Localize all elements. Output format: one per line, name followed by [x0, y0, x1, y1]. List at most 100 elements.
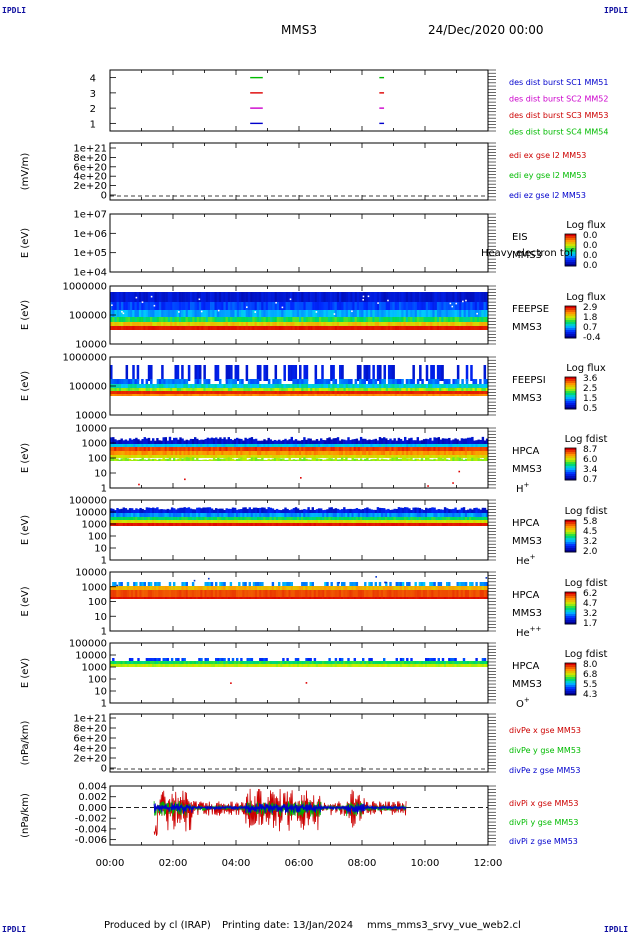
- hpca_h-spectrogram-cell: [160, 447, 163, 451]
- hpca_h-spectrogram-cell: [395, 451, 398, 455]
- hpca_hepp-spectrogram-cell: [227, 586, 230, 590]
- feepse-spectrogram-cell: [421, 310, 424, 317]
- hpca_h-spectrogram-cell: [204, 438, 207, 444]
- hpca_h-spectrogram-cell: [210, 444, 214, 447]
- hpca_he-spectrogram-cell: [429, 513, 432, 517]
- feepsi-spectrogram-cell: [305, 391, 309, 394]
- hpca_he-spectrogram-cell: [479, 517, 482, 520]
- feepsi-spectrogram-cell: [339, 365, 342, 381]
- hpca_hepp-spectrogram: [110, 576, 489, 599]
- feepse-spectrogram-cell: [258, 322, 262, 326]
- feepse-spectrogram-cell: [436, 326, 440, 330]
- hpca_he-spectrogram-cell: [236, 517, 239, 520]
- hpca_hepp-spectrogram-cell: [311, 590, 314, 597]
- hpca_h-spectrogram-cell: [244, 447, 247, 451]
- feepse-spectrogram-cell: [141, 322, 144, 326]
- hpca_h-spectrogram-cell: [334, 444, 338, 447]
- hpca_he-spectrogram-cell: [328, 513, 331, 517]
- feepse-ytick-label: 10000: [75, 340, 107, 351]
- feepse-spectrogram-cell: [201, 292, 204, 302]
- feepse-spectrogram-cell: [341, 326, 344, 330]
- hpca_hepp-spectrogram-cell: [332, 590, 335, 597]
- hpca_h-spectrogram-cell: [288, 447, 291, 451]
- hpca_he-spectrogram-cell: [261, 507, 264, 513]
- feepse-spectrogram-cell: [305, 302, 309, 310]
- feepse-spectrogram-cell: [158, 302, 162, 310]
- hpca_hepp-spectrogram-cell: [206, 582, 209, 586]
- hpca_he-spectrogram-cell: [355, 520, 359, 523]
- hpca_he-spectrogram-cell: [242, 517, 245, 520]
- hpca_hepp-spectrogram-cell: [114, 586, 117, 590]
- feepse-spectrogram-cell: [367, 326, 371, 330]
- hpca_hepp-spectrogram-cell: [185, 586, 188, 590]
- hpca_hepp-spectrogram-cell: [248, 582, 251, 586]
- feepse-spectrogram-cell: [178, 302, 182, 310]
- feepse-spectrogram-cell: [483, 302, 487, 310]
- edi-legend-entry: edi ez gse l2 MM53: [509, 191, 586, 200]
- hpca_h-spectrogram-cell: [347, 447, 350, 451]
- feepse-spectrogram-cell: [134, 302, 137, 310]
- feepse-spectrogram-cell: [361, 310, 364, 317]
- hpca_hepp-spectrogram-cell: [315, 590, 319, 597]
- feepsi-spectrogram-cell: [447, 388, 451, 391]
- feepsi-spectrogram-cell: [312, 384, 315, 388]
- hpca_h-spectrogram-cell: [282, 455, 285, 458]
- hpca_he-spectrogram-cell: [250, 513, 254, 517]
- hpca_h-spectrogram-cell: [443, 455, 447, 458]
- hpca_h-spectrogram-cell: [450, 440, 453, 444]
- feepsi-spectrogram-cell: [121, 384, 124, 388]
- feepse-spectrogram-cell: [154, 322, 157, 326]
- feepse-spectrogram-cell: [134, 322, 137, 326]
- hpca_h-colorbar-cell: [565, 470, 576, 473]
- hpca_hepp-spectrogram-cell: [164, 586, 167, 590]
- feepsi-spectrogram-cell: [272, 379, 275, 385]
- feepse-spectrogram-cell: [321, 326, 324, 330]
- feepse-spectrogram-cell: [281, 326, 284, 330]
- feepse-spectrogram-cell: [365, 310, 369, 317]
- hpca_h-spectrogram-cell: [435, 444, 438, 447]
- feepse-spectrogram-cell: [252, 310, 255, 317]
- feepse-spectrogram-cell: [463, 326, 467, 330]
- hpca_he-spectrogram-cell: [380, 513, 384, 517]
- hpca_he-spectrogram-cell: [166, 508, 170, 513]
- hpca_h-spectrogram-cell: [439, 444, 443, 447]
- hpca_h-spectrogram-cell: [215, 451, 218, 455]
- hpca_hepp-spectrogram-cell: [280, 586, 283, 590]
- feepse-spectrogram-cell: [399, 317, 402, 322]
- hpca_h-spectrogram-cell: [286, 455, 289, 458]
- hpca_h-spectrogram-cell: [301, 447, 304, 451]
- feepse-spectrogram-cell: [461, 322, 464, 326]
- hpca_he-spectrogram-cell: [456, 520, 459, 523]
- hpca_h-spectrogram-cell: [307, 451, 310, 455]
- feepsi-spectrogram-cell: [412, 391, 415, 394]
- hpca_h-spectrogram-cell: [116, 444, 119, 447]
- hpca_hepp-spectrogram-cell: [208, 586, 212, 590]
- hpca_h-spectrogram-cell: [143, 459, 146, 461]
- hpca_h-spectrogram-cell: [126, 447, 130, 451]
- hpca_he-spectrogram-cell: [362, 520, 365, 523]
- feepse-spectrogram-cell: [176, 310, 180, 317]
- hpca_h-spectrogram-cell: [429, 451, 432, 455]
- hpca_h-spectrogram-cell: [149, 451, 153, 455]
- hpca_he-spectrogram-cell: [347, 523, 350, 526]
- feepse-spectrogram-cell: [163, 292, 166, 302]
- feepsi-spectrogram-cell: [354, 379, 358, 385]
- hpca_he-spectrogram-cell: [120, 523, 123, 526]
- hpca_h-spectrogram-cell: [267, 455, 270, 458]
- hpca_he-spectrogram-cell: [418, 520, 422, 523]
- feepse-spectrogram-cell: [434, 302, 438, 310]
- feepsi-spectrogram-cell: [214, 388, 218, 391]
- hpca_h-spectrogram-cell: [210, 459, 214, 461]
- feepse-spectrogram-cell: [241, 292, 244, 302]
- hpca_he-spectrogram-cell: [261, 523, 264, 526]
- feepsi-spectrogram-cell: [421, 388, 424, 391]
- feepse-spectrogram-cell: [474, 322, 478, 326]
- hpca_h-spectrogram-cell: [467, 458, 470, 461]
- hpca_he-spectrogram-cell: [246, 513, 249, 517]
- hpca_h-spectrogram-cell: [372, 455, 375, 458]
- feepse-spectrogram-cell: [454, 310, 458, 317]
- feepsi-spectrogram-cell: [361, 391, 364, 394]
- feepsi-spectrogram-cell: [136, 388, 140, 391]
- feepsi-spectrogram-cell: [263, 384, 266, 388]
- hpca_h-spectrogram-cell: [408, 451, 411, 455]
